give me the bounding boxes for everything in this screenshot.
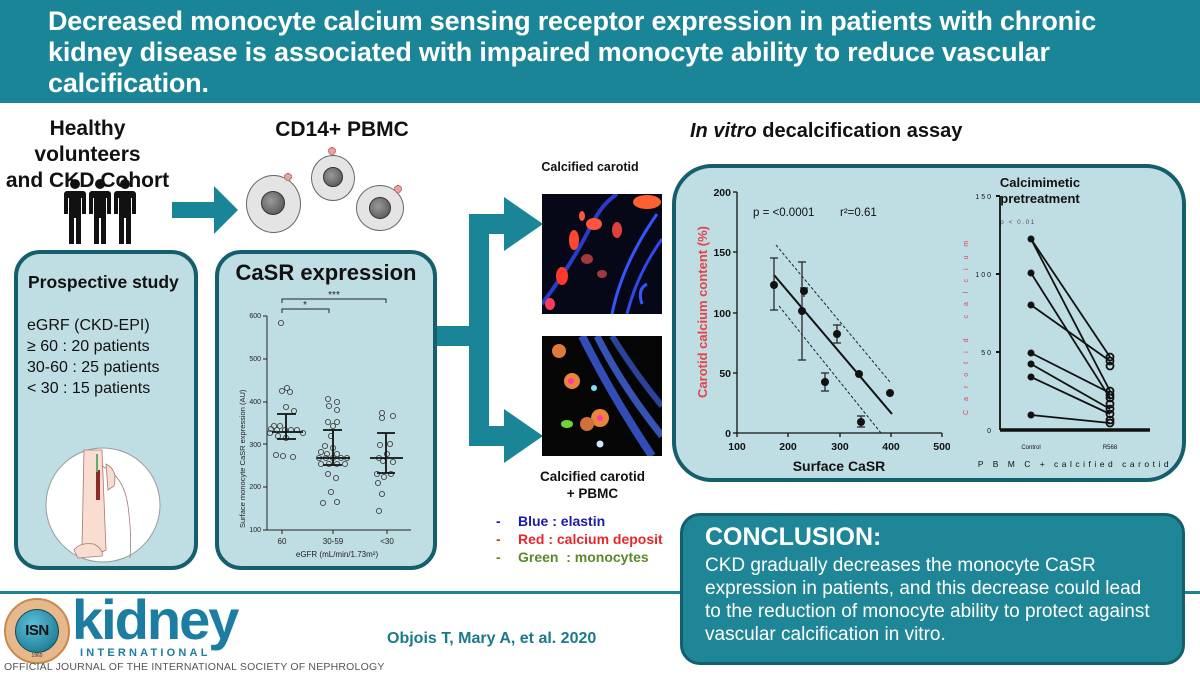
svg-text:***: *** bbox=[328, 290, 340, 301]
svg-text:Surface CaSR: Surface CaSR bbox=[793, 458, 886, 474]
svg-text:p < 0.01: p < 0.01 bbox=[1000, 219, 1036, 226]
citation: Objois T, Mary A, et al. 2020 bbox=[387, 630, 597, 647]
legend-item-calcium: - Red : calcium deposit bbox=[496, 531, 663, 547]
blood-draw-icon bbox=[45, 447, 161, 563]
microscopy-calcified-carotid-image bbox=[542, 194, 662, 314]
svg-text:600: 600 bbox=[249, 313, 261, 320]
svg-text:0: 0 bbox=[987, 428, 993, 435]
microscopy-bottom-label-line1: Calcified carotid bbox=[539, 469, 646, 484]
svg-text:300: 300 bbox=[249, 442, 261, 449]
svg-text:150: 150 bbox=[975, 194, 993, 201]
prospective-study-panel: Prospective study eGRF (CKD-EPI) ≥ 60 : … bbox=[14, 250, 198, 570]
svg-text:200: 200 bbox=[713, 187, 731, 199]
branch-arrows-icon bbox=[437, 197, 543, 463]
legend-item-monocytes: - Green : monocytes bbox=[496, 549, 649, 565]
study-line: < 30 : 15 patients bbox=[27, 380, 151, 397]
svg-text:P B M C + calcified carotid: P B M C + calcified carotid bbox=[978, 459, 1172, 469]
conclusion-box: CONCLUSION: CKD gradually decreases the … bbox=[680, 513, 1185, 665]
svg-text:500: 500 bbox=[249, 356, 261, 363]
isn-logo-text: ISN bbox=[25, 622, 49, 639]
svg-text:pretreatment: pretreatment bbox=[1000, 191, 1080, 206]
footer-divider bbox=[0, 591, 1200, 594]
casr-scatter-chart: 600 500 400 300 200 100 60 30-59 <30 eGFR (mL/m… bbox=[238, 290, 411, 559]
svg-text:Carotid calcium content (%): Carotid calcium content (%) bbox=[695, 226, 710, 398]
svg-text:100: 100 bbox=[975, 272, 993, 279]
svg-text:R568: R568 bbox=[1103, 445, 1118, 451]
isn-logo-year: 1960 bbox=[31, 653, 43, 659]
svg-text:eGFR (mL/min/1.73m²): eGFR (mL/min/1.73m²) bbox=[296, 550, 379, 559]
svg-text:30-59: 30-59 bbox=[323, 537, 344, 546]
svg-text:400: 400 bbox=[882, 441, 900, 453]
monocyte-cells-icon bbox=[240, 145, 420, 240]
calcimimetic-chart: Calcimimetic pretreatment p < 0.01 Carot… bbox=[963, 175, 1172, 469]
conclusion-title: CONCLUSION: bbox=[705, 523, 882, 551]
pbmc-title: CD14+ PBMC bbox=[275, 118, 409, 141]
svg-text:Calcimimetic: Calcimimetic bbox=[1000, 175, 1080, 190]
assay-title: In vitro decalcification assay bbox=[690, 120, 1010, 143]
cohort-title-line1: Healthy volunteers bbox=[34, 117, 141, 166]
study-line: ≥ 60 : 20 patients bbox=[27, 338, 150, 355]
svg-text:100: 100 bbox=[728, 441, 746, 453]
svg-text:500: 500 bbox=[933, 441, 950, 453]
assay-title-rest: decalcification assay bbox=[756, 120, 963, 142]
microscopy-top-label: Calcified carotid bbox=[541, 160, 639, 174]
svg-text:50: 50 bbox=[719, 368, 731, 380]
page-title: Decreased monocyte calcium sensing recep… bbox=[48, 6, 1097, 98]
svg-text:60: 60 bbox=[278, 537, 287, 546]
assay-title-italic: In vitro bbox=[690, 120, 757, 142]
kidney-brand-sub: INTERNATIONAL bbox=[80, 647, 211, 659]
microscopy-legend: - Blue : elastin - Red : calcium deposit -… bbox=[496, 512, 686, 566]
svg-text:*: * bbox=[303, 300, 307, 311]
study-line: 30-60 : 25 patients bbox=[27, 359, 160, 376]
study-title: Prospective study bbox=[28, 272, 179, 292]
journal-line: OFFICIAL JOURNAL OF THE INTERNATIONAL SO… bbox=[4, 661, 385, 673]
svg-text:100: 100 bbox=[249, 527, 261, 534]
microscopy-bottom-label-line2: + PBMC bbox=[566, 486, 619, 501]
svg-text:Surface monocyte CaSR expressi: Surface monocyte CaSR expression (AU) bbox=[238, 389, 247, 528]
people-group-icon bbox=[64, 179, 136, 244]
svg-text:Control: Control bbox=[1021, 445, 1040, 451]
header-banner: Decreased monocyte calcium sensing recep… bbox=[0, 0, 1200, 103]
casr-title: CaSR expression bbox=[235, 260, 417, 285]
svg-text:50: 50 bbox=[981, 350, 993, 357]
isn-logo-icon: ISN 1960 bbox=[4, 598, 70, 664]
svg-text:0: 0 bbox=[725, 428, 731, 440]
conclusion-body: CKD gradually decreases the monocyte CaS… bbox=[705, 555, 1150, 645]
arrow-right-icon bbox=[172, 186, 238, 234]
kidney-brand: kidney bbox=[72, 588, 239, 651]
svg-text:Carotid calcium: Carotid calcium bbox=[963, 232, 970, 415]
svg-text:300: 300 bbox=[831, 441, 849, 453]
study-line: eGRF (CKD-EPI) bbox=[27, 317, 150, 334]
svg-text:r²=0.61: r²=0.61 bbox=[840, 207, 877, 219]
legend-item-elastin: - Blue : elastin bbox=[496, 513, 606, 529]
casr-expression-panel: CaSR expression bbox=[215, 250, 437, 570]
svg-text:400: 400 bbox=[249, 399, 261, 406]
svg-text:150: 150 bbox=[713, 247, 731, 259]
svg-text:100: 100 bbox=[713, 308, 731, 320]
svg-text:200: 200 bbox=[779, 441, 797, 453]
svg-text:p = <0.0001: p = <0.0001 bbox=[753, 207, 814, 219]
microscopy-bottom-label: Calcified carotid + PBMC bbox=[525, 468, 660, 502]
svg-text:200: 200 bbox=[249, 484, 261, 491]
svg-text:<30: <30 bbox=[380, 537, 394, 546]
microscopy-calcified-carotid-pbmc-image bbox=[542, 336, 662, 456]
